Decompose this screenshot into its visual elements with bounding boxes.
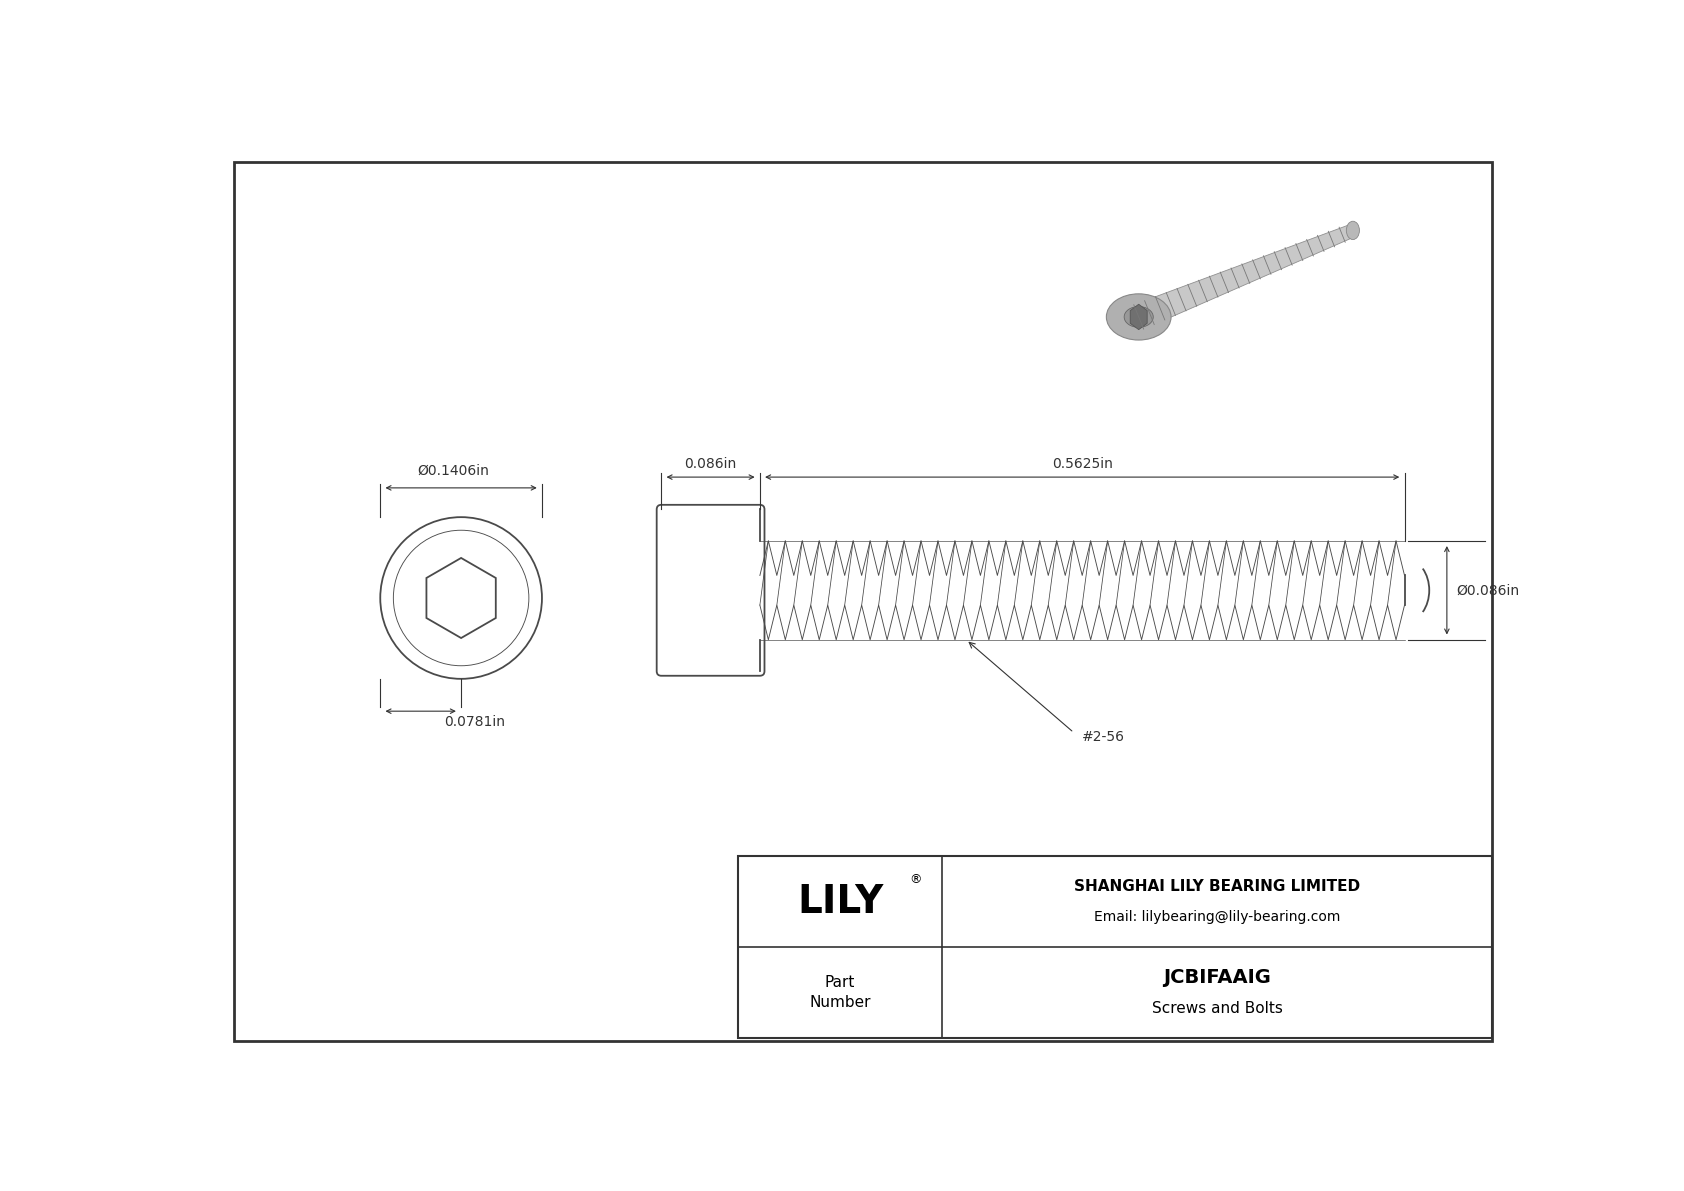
Text: Ø0.086in: Ø0.086in xyxy=(1457,584,1519,598)
Circle shape xyxy=(394,530,529,666)
Ellipse shape xyxy=(1125,306,1154,328)
Text: Screws and Bolts: Screws and Bolts xyxy=(1152,1000,1283,1016)
Text: 0.0781in: 0.0781in xyxy=(445,715,505,729)
Text: Email: lilybearing@lily-bearing.com: Email: lilybearing@lily-bearing.com xyxy=(1095,910,1340,924)
Text: 0.086in: 0.086in xyxy=(684,457,736,470)
Ellipse shape xyxy=(1106,294,1170,341)
Text: Number: Number xyxy=(810,996,871,1010)
Polygon shape xyxy=(1130,304,1147,330)
Text: LILY: LILY xyxy=(797,883,882,921)
Text: SHANGHAI LILY BEARING LIMITED: SHANGHAI LILY BEARING LIMITED xyxy=(1074,879,1361,893)
Text: JCBIFAAIG: JCBIFAAIG xyxy=(1164,968,1271,987)
Text: #2-56: #2-56 xyxy=(1081,730,1125,743)
Circle shape xyxy=(381,517,542,679)
Ellipse shape xyxy=(1346,222,1359,239)
Text: Part: Part xyxy=(825,975,855,990)
Polygon shape xyxy=(1133,224,1356,329)
Polygon shape xyxy=(426,557,495,638)
Text: Ø0.1406in: Ø0.1406in xyxy=(418,463,490,478)
Bar xyxy=(738,856,1492,1039)
Text: ®: ® xyxy=(909,873,921,886)
FancyBboxPatch shape xyxy=(657,505,765,675)
Text: 0.5625in: 0.5625in xyxy=(1052,457,1113,470)
